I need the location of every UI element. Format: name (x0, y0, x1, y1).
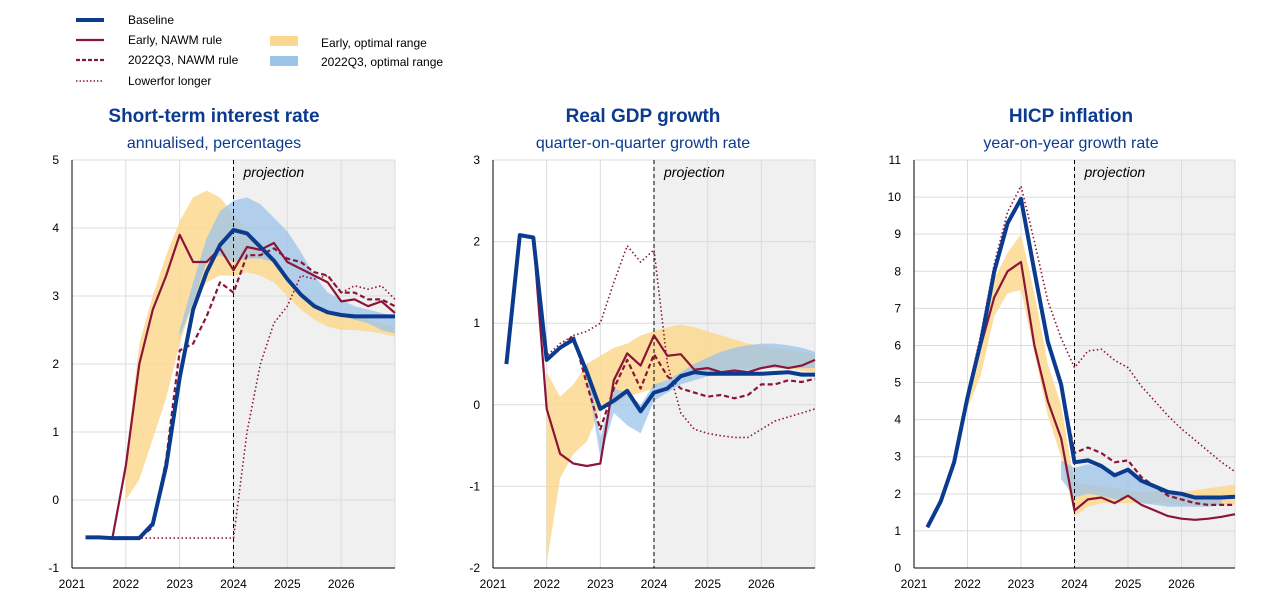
x-tick-label: 2024 (1061, 577, 1088, 591)
legend-label: Early, optimal range (321, 36, 427, 50)
figure: Baseline Early, NAWM rule 2022Q3, NAWM r… (0, 0, 1286, 602)
y-tick-label: 1 (894, 524, 901, 538)
y-tick-label: 1 (473, 316, 480, 330)
legend-item-early-optimal-range: Early, optimal range (270, 36, 427, 50)
y-tick-label: 2 (894, 487, 901, 501)
y-tick-label: 0 (894, 561, 901, 575)
y-tick-label: 9 (894, 227, 901, 241)
y-tick-label: 1 (52, 425, 59, 439)
y-tick-label: -1 (469, 479, 480, 493)
panel-real-gdp-growth: Real GDP growth quarter-on-quarter growt… (469, 106, 815, 591)
x-tick-label: 2025 (694, 577, 721, 591)
panel-title: Short-term interest rate (108, 106, 319, 127)
y-tick-label: 3 (473, 153, 480, 167)
panel-title: Real GDP growth (566, 106, 721, 127)
y-tick-label: -2 (469, 561, 480, 575)
legend-label: 2022Q3, optimal range (321, 55, 443, 69)
legend-label: 2022Q3, NAWM rule (128, 53, 239, 67)
panel-title: HICP inflation (1009, 106, 1133, 127)
legend-swatch-2022q3-optimal-range (270, 56, 298, 66)
panel-hicp-inflation: HICP inflation year-on-year growth rate … (888, 106, 1235, 591)
x-tick-label: 2021 (480, 577, 507, 591)
y-tick-label: 4 (52, 221, 59, 235)
x-tick-label: 2024 (220, 577, 247, 591)
projection-label: projection (1084, 164, 1146, 180)
y-tick-label: 3 (52, 289, 59, 303)
y-tick-label: 0 (473, 398, 480, 412)
legend-label: Lowerfor longer (128, 74, 211, 88)
y-tick-label: 3 (894, 450, 901, 464)
y-tick-label: 8 (894, 264, 901, 278)
projection-label: projection (243, 164, 305, 180)
projection-label: projection (663, 164, 725, 180)
y-tick-label: 5 (894, 376, 901, 390)
y-tick-label: 10 (888, 190, 902, 204)
y-tick-label: 5 (52, 153, 59, 167)
y-tick-label: 2 (52, 357, 59, 371)
panel-short-term-interest-rate: Short-term interest rate annualised, per… (48, 106, 395, 591)
legend-item-lower-for-longer: Lowerfor longer (76, 74, 211, 88)
legend-item-2022q3-optimal-range: 2022Q3, optimal range (270, 55, 443, 69)
x-tick-label: 2023 (1008, 577, 1035, 591)
panel-subtitle: year-on-year growth rate (983, 135, 1158, 152)
panel-subtitle: quarter-on-quarter growth rate (536, 135, 750, 152)
x-tick-label: 2024 (641, 577, 668, 591)
x-tick-label: 2023 (587, 577, 614, 591)
x-tick-label: 2022 (112, 577, 139, 591)
legend-item-2022q3-nawm: 2022Q3, NAWM rule (76, 53, 239, 67)
x-tick-label: 2025 (1115, 577, 1142, 591)
x-tick-label: 2026 (328, 577, 355, 591)
legend: Baseline Early, NAWM rule 2022Q3, NAWM r… (76, 13, 443, 88)
y-tick-label: 0 (52, 493, 59, 507)
y-tick-label: 6 (894, 338, 901, 352)
legend-item-early-nawm: Early, NAWM rule (76, 33, 222, 47)
legend-label: Early, NAWM rule (128, 33, 222, 47)
x-tick-label: 2021 (59, 577, 86, 591)
legend-label: Baseline (128, 13, 174, 27)
x-tick-label: 2022 (954, 577, 981, 591)
legend-swatch-early-optimal-range (270, 36, 298, 46)
x-tick-label: 2023 (166, 577, 193, 591)
projection-area (1075, 160, 1236, 568)
y-tick-label: 7 (894, 301, 901, 315)
x-tick-label: 2022 (533, 577, 560, 591)
x-tick-label: 2026 (1168, 577, 1195, 591)
legend-item-baseline: Baseline (76, 13, 174, 27)
y-tick-label: 11 (889, 153, 902, 167)
y-tick-label: -1 (48, 561, 59, 575)
y-tick-label: 4 (894, 413, 901, 427)
x-tick-label: 2025 (274, 577, 301, 591)
panel-subtitle: annualised, percentages (127, 135, 301, 152)
x-tick-label: 2021 (901, 577, 928, 591)
x-tick-label: 2026 (748, 577, 775, 591)
y-tick-label: 2 (473, 235, 480, 249)
